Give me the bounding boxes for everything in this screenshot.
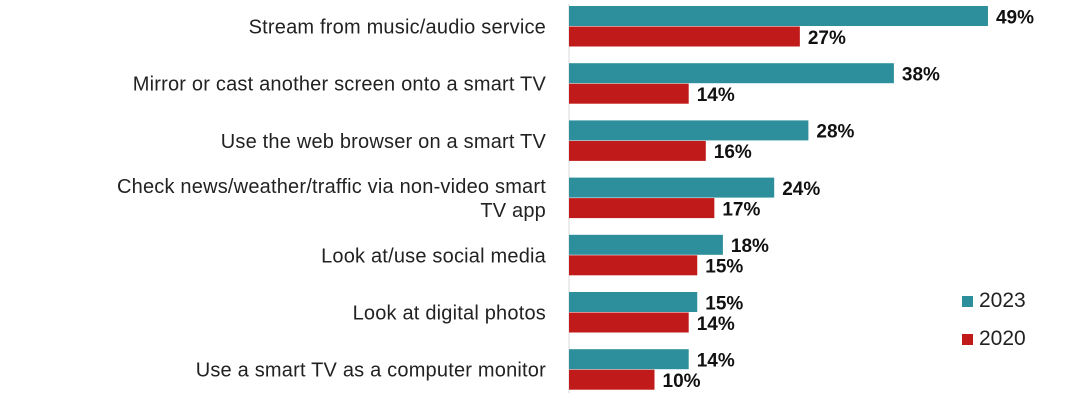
category-label-3-line-1: TV app <box>480 200 546 222</box>
bar-2023-1 <box>569 63 894 84</box>
data-label-2023-2: 28% <box>816 122 854 143</box>
bar-2020-4 <box>569 255 698 276</box>
data-label-2020-2: 16% <box>714 142 752 163</box>
data-labels: 49%27%38%14%28%16%24%17%18%15%15%14%14%1… <box>663 7 1035 392</box>
bar-2020-5 <box>569 312 689 333</box>
legend: 2023 2020 <box>962 289 1026 350</box>
category-label-6: Use a smart TV as a computer monitor <box>196 360 546 382</box>
bar-2023-6 <box>569 349 689 370</box>
bar-2020-1 <box>569 83 689 104</box>
data-label-2023-6: 14% <box>697 350 735 371</box>
data-label-2023-3: 24% <box>782 179 820 200</box>
bar-2020-2 <box>569 140 706 161</box>
bar-2023-2 <box>569 120 809 141</box>
bar-2020-0 <box>569 26 800 47</box>
bar-2023-5 <box>569 292 698 312</box>
data-label-2023-0: 49% <box>996 7 1034 28</box>
bar-2023-3 <box>569 177 775 198</box>
legend-swatch-2023 <box>962 296 973 307</box>
bar-2020-6 <box>569 369 655 390</box>
data-label-2023-1: 38% <box>902 64 940 85</box>
bars <box>569 6 988 390</box>
category-label-0: Stream from music/audio service <box>249 17 546 39</box>
bar-2020-3 <box>569 198 715 219</box>
category-label-3-line-0: Check news/weather/traffic via non-video… <box>117 176 546 198</box>
data-label-2020-4: 15% <box>705 257 743 278</box>
category-labels: Stream from music/audio service Mirror or… <box>117 17 547 382</box>
category-label-2: Use the web browser on a smart TV <box>221 131 547 153</box>
bar-2023-4 <box>569 234 723 255</box>
data-label-2023-5: 15% <box>705 293 743 314</box>
data-label-2020-5: 14% <box>697 314 735 335</box>
data-label-2020-6: 10% <box>663 371 701 392</box>
category-label-4: Look at/use social media <box>321 245 547 267</box>
bar-2023-0 <box>569 6 988 26</box>
category-label-5: Look at digital photos <box>353 303 546 325</box>
category-label-1: Mirror or cast another screen onto a sma… <box>133 74 547 96</box>
legend-label-2020: 2020 <box>979 327 1026 350</box>
legend-label-2023: 2023 <box>979 289 1026 312</box>
data-label-2020-1: 14% <box>697 85 735 106</box>
data-label-2020-0: 27% <box>808 28 846 49</box>
data-label-2023-4: 18% <box>731 236 769 257</box>
data-label-2020-3: 17% <box>722 199 760 220</box>
legend-swatch-2020 <box>962 334 973 345</box>
